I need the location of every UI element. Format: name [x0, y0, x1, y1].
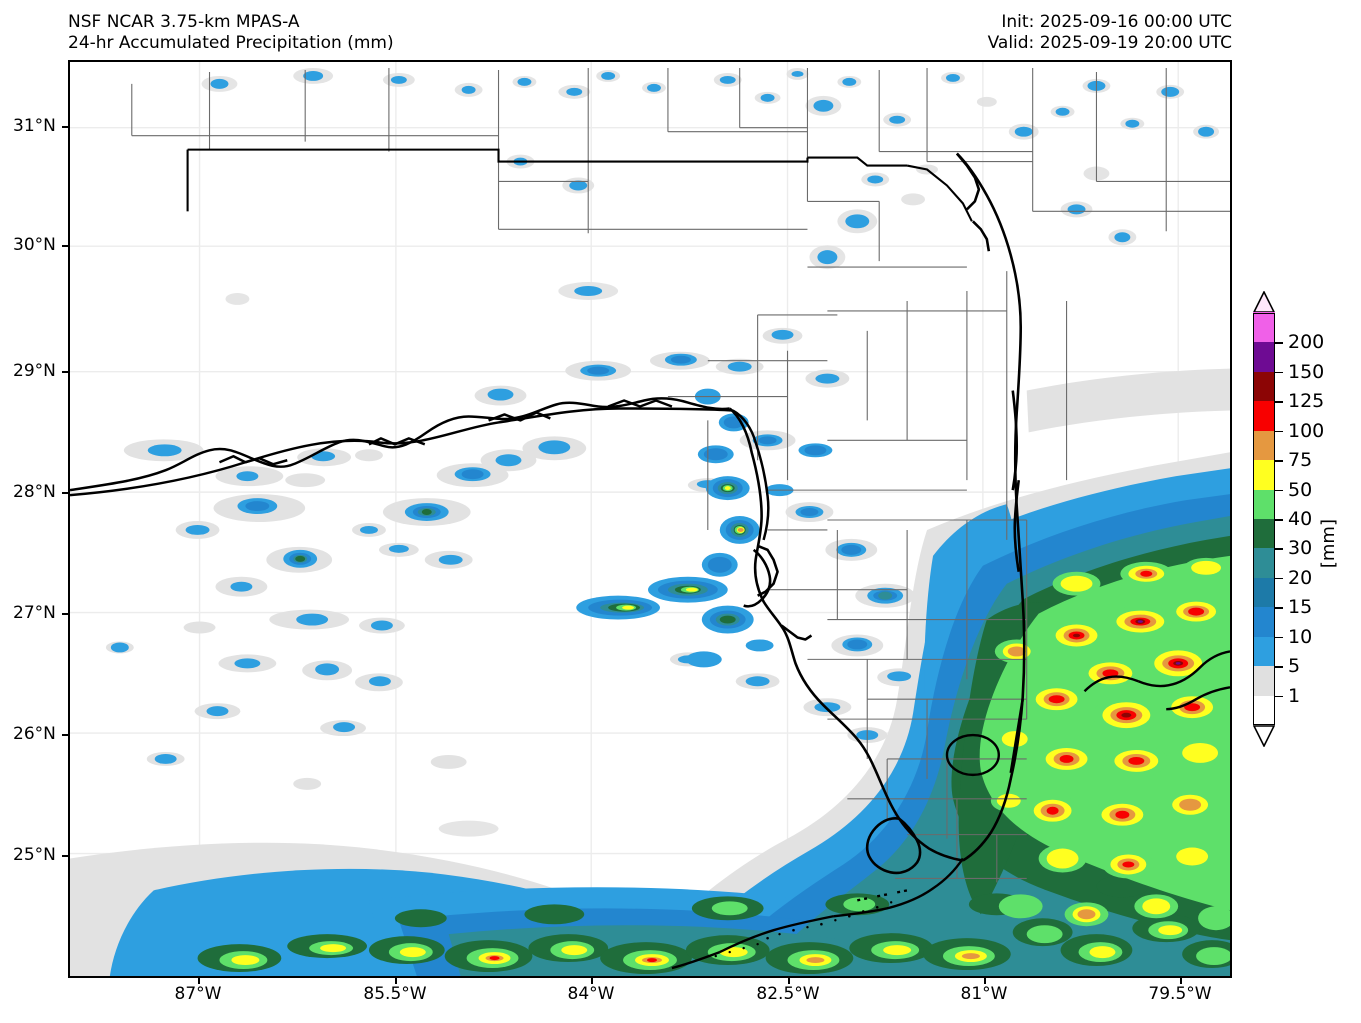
colorbar-tick-label: 30: [1288, 537, 1313, 560]
state-borders: [186, 148, 973, 222]
ytick-label-30n: 30°N: [13, 235, 56, 255]
valid-time: Valid: 2025-09-19 20:00 UTC: [987, 33, 1232, 53]
colorbar-tick-label: 40: [1288, 508, 1313, 530]
colorbar-tick: [1275, 460, 1283, 462]
colorbar-under-arrow: [1253, 725, 1275, 747]
colorbar-tick: [1275, 577, 1283, 580]
precipitation-map: [70, 62, 1230, 976]
xtick-mark: [984, 978, 986, 984]
colorbar-tick-label: 5: [1288, 655, 1301, 678]
colorbar-segment: [1253, 312, 1275, 343]
model-title-block: NSF NCAR 3.75-km MPAS-A 24-hr Accumulate…: [68, 12, 394, 54]
colorbar-tick-label: 1: [1288, 684, 1301, 707]
xtick-label-825w: 82.5°W: [756, 984, 820, 1004]
xtick-mark: [395, 978, 397, 984]
colorbar-segment: [1253, 488, 1275, 519]
ytick-label-28n: 28°N: [13, 482, 56, 502]
xtick-mark: [198, 978, 200, 984]
colorbar-segment: [1253, 518, 1275, 549]
colorbar-over-arrow: [1253, 291, 1275, 313]
florida-coastline: [728, 152, 1026, 875]
colorbar-tick: [1275, 342, 1283, 345]
xtick-mark: [788, 978, 790, 984]
ytick-label-27n: 27°N: [13, 603, 56, 623]
xtick-label-855w: 85.5°W: [363, 984, 427, 1004]
init-time: Init: 2025-09-16 00:00 UTC: [1001, 12, 1232, 32]
colorbar-segment: [1253, 665, 1275, 696]
model-name: NSF NCAR 3.75-km MPAS-A: [68, 12, 300, 32]
colorbar-tick: [1275, 695, 1283, 698]
colorbar-tick-label: 75: [1288, 449, 1313, 472]
colorbar-segment: [1253, 400, 1275, 431]
colorbar-axis-label: [mm]: [1318, 519, 1339, 569]
field-description: 24-hr Accumulated Precipitation (mm): [68, 33, 394, 53]
colorbar-tick-label: 200: [1288, 331, 1325, 354]
xtick-label-81w: 81°W: [960, 984, 1008, 1004]
colorbar-tick-label: 50: [1288, 478, 1313, 501]
colorbar-segment: [1253, 636, 1275, 667]
colorbar-tick-label: 125: [1288, 390, 1325, 413]
ytick-mark: [62, 613, 68, 615]
xtick-mark: [1180, 978, 1182, 984]
ytick-mark: [62, 855, 68, 857]
colorbar-tick: [1275, 519, 1283, 521]
colorbar-tick: [1275, 401, 1283, 403]
xtick-label-795w: 79.5°W: [1148, 984, 1212, 1004]
colorbar-segment: [1253, 577, 1275, 608]
xtick-label-87w: 87°W: [174, 984, 222, 1004]
colorbar-tick-label: 20: [1288, 566, 1313, 589]
colorbar-tick: [1275, 548, 1283, 551]
lake-okeechobee: [945, 733, 1000, 777]
precip-band-125: [1137, 620, 1181, 665]
colorbar-tick-label: 15: [1288, 596, 1313, 619]
colorbar-segment: [1253, 430, 1275, 461]
bahamas-coastline: [1083, 650, 1230, 711]
map-gridlines: [70, 62, 1230, 976]
xtick-label-84w: 84°W: [567, 984, 615, 1004]
colorbar-segment: [1253, 341, 1275, 372]
ytick-mark: [62, 734, 68, 736]
colorbar-tick: [1275, 636, 1283, 639]
colorbar-segment: [1253, 371, 1275, 402]
colorbar-tick-label: 150: [1288, 360, 1325, 383]
colorbar-tick: [1275, 607, 1283, 609]
precip-band-75: [489, 570, 1205, 963]
ytick-label-26n: 26°N: [13, 724, 56, 744]
ytick-mark: [62, 492, 68, 494]
map-plot-area: [68, 60, 1232, 978]
colorbar-tick: [1275, 489, 1283, 492]
keys-islets: [714, 901, 893, 958]
ytick-label-25n: 25°N: [13, 845, 56, 865]
xtick-mark: [591, 978, 593, 984]
florida-keys: [671, 857, 964, 970]
colorbar-tick: [1275, 430, 1283, 433]
ytick-label-31n: 31°N: [13, 116, 56, 136]
colorbar-tick-label: 100: [1288, 419, 1325, 442]
colorbar-segment: [1253, 547, 1275, 578]
colorbar-tick-label: 10: [1288, 625, 1313, 648]
colorbar-segment: [1253, 459, 1275, 490]
colorbar-segment: [1253, 606, 1275, 637]
colorbar[interactable]: [1253, 312, 1275, 725]
ytick-mark: [62, 371, 68, 373]
ytick-mark: [62, 245, 68, 247]
coastline: [70, 397, 770, 541]
ytick-label-29n: 29°N: [13, 361, 56, 381]
ytick-mark: [62, 126, 68, 128]
colorbar-tick: [1275, 371, 1283, 374]
colorbar-tick: [1275, 666, 1283, 668]
colorbar-segment: [1253, 694, 1275, 725]
valid-time-block: Init: 2025-09-16 00:00 UTC Valid: 2025-0…: [988, 12, 1232, 54]
